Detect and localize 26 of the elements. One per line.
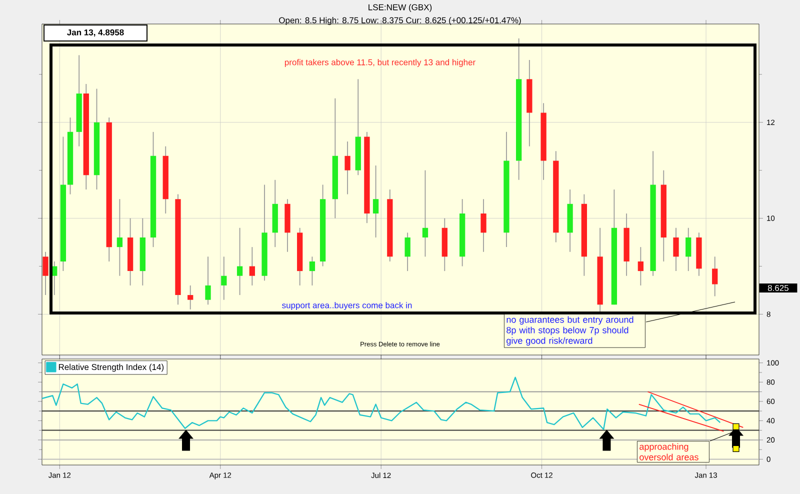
annotation: profit takers above 11.5, but recently 13 and higher [284, 59, 476, 67]
annotation: support area..buyers come back in [282, 302, 412, 310]
candlestick [480, 198, 486, 252]
annotation: no guarantees but entry around 8p with stops below 7p should give good risk/reward [506, 316, 634, 346]
candlestick [712, 256, 718, 297]
candlestick [344, 141, 350, 195]
candlestick [221, 256, 227, 300]
candlestick [42, 251, 48, 296]
text: 8.625 [768, 284, 788, 291]
annotation: approaching oversold areas [640, 443, 698, 460]
candlestick [116, 198, 123, 276]
candlestick [372, 165, 379, 238]
candlestick [236, 227, 243, 296]
candlestick [249, 246, 255, 286]
candlestick [205, 256, 211, 306]
candlestick [188, 284, 194, 310]
candlestick [309, 256, 316, 286]
candlestick [673, 227, 679, 272]
candlestick [422, 170, 428, 258]
candlestick [638, 246, 644, 286]
candlestick [404, 232, 410, 272]
legend-label: Relative Strength Index (14) [58, 364, 164, 372]
chart-subtitle: Open: 8.5 High: 8.75 Low: 8.375 Cur: 8.625 (+00.125/+01.47%) [279, 17, 521, 25]
chart-title: LSE:NEW (GBX) [368, 4, 432, 12]
candlestick [686, 227, 692, 272]
annotation: Jan 13, 4.8958 [67, 29, 124, 37]
